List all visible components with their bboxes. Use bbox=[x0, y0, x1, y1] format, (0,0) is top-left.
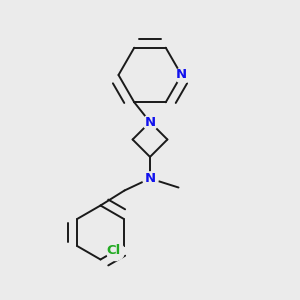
Text: N: N bbox=[176, 68, 187, 82]
Text: N: N bbox=[144, 172, 156, 185]
Text: Cl: Cl bbox=[107, 244, 121, 257]
Text: N: N bbox=[144, 116, 156, 129]
